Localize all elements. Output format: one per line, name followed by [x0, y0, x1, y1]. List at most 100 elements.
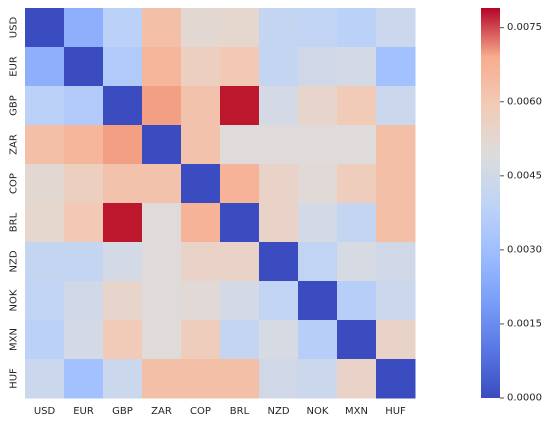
heatmap-cell-brl-cop — [181, 203, 221, 243]
heatmap-cells — [25, 8, 416, 399]
heatmap-cell-zar-brl — [220, 125, 260, 165]
heatmap-cell-cop-cop — [181, 164, 221, 204]
y-tick-label: NZD — [9, 250, 20, 272]
heatmap-cell-eur-brl — [220, 47, 260, 87]
heatmap-cell-nok-mxn — [337, 281, 377, 321]
colorbar-tick-label: 0.0060 — [507, 96, 542, 107]
heatmap-cell-cop-gbp — [103, 164, 143, 204]
heatmap-cell-nok-cop — [181, 281, 221, 321]
heatmap-cell-brl-nok — [298, 203, 338, 243]
heatmap-cell-brl-brl — [220, 203, 260, 243]
heatmap-cell-brl-nzd — [259, 203, 299, 243]
colorbar-gradient — [481, 8, 500, 398]
heatmap-cell-zar-nok — [298, 125, 338, 165]
colorbar-tick-label: 0.0075 — [507, 22, 542, 33]
heatmap-cell-zar-nzd — [259, 125, 299, 165]
heatmap-cell-nzd-huf — [376, 242, 416, 282]
y-tick-label: COP — [9, 173, 20, 194]
heatmap-cell-zar-mxn — [337, 125, 377, 165]
heatmap-cell-cop-mxn — [337, 164, 377, 204]
heatmap-cell-usd-mxn — [337, 8, 377, 48]
heatmap-cell-mxn-zar — [142, 320, 182, 360]
heatmap-cell-mxn-gbp — [103, 320, 143, 360]
x-tick-label: ZAR — [151, 406, 172, 417]
heatmap-cell-gbp-cop — [181, 86, 221, 126]
heatmap-cell-nzd-brl — [220, 242, 260, 282]
heatmap-cell-nok-gbp — [103, 281, 143, 321]
heatmap-cell-mxn-mxn — [337, 320, 377, 360]
colorbar-tick-label: 0.0000 — [507, 393, 542, 404]
heatmap-cell-usd-usd — [25, 8, 65, 48]
heatmap-cell-nok-eur — [64, 281, 104, 321]
heatmap-cell-gbp-zar — [142, 86, 182, 126]
heatmap-cell-brl-huf — [376, 203, 416, 243]
heatmap-cell-brl-eur — [64, 203, 104, 243]
heatmap-cell-usd-cop — [181, 8, 221, 48]
x-tick-label: NZD — [267, 406, 289, 417]
heatmap-cell-zar-zar — [142, 125, 182, 165]
heatmap-cell-usd-zar — [142, 8, 182, 48]
heatmap-cell-eur-huf — [376, 47, 416, 87]
x-axis-tick-labels: USD EUR GBP ZAR COP BRL NZD NOK MXN HUF — [34, 406, 406, 417]
y-tick-label: HUF — [9, 368, 20, 389]
heatmap-cell-nzd-gbp — [103, 242, 143, 282]
heatmap-cell-usd-huf — [376, 8, 416, 48]
heatmap-cell-nzd-nzd — [259, 242, 299, 282]
y-tick-label: EUR — [9, 56, 20, 77]
y-tick-label: BRL — [9, 212, 20, 232]
heatmap-cell-nzd-cop — [181, 242, 221, 282]
y-tick-label: ZAR — [9, 134, 20, 155]
heatmap-cell-zar-usd — [25, 125, 65, 165]
heatmap-cell-eur-nzd — [259, 47, 299, 87]
heatmap-cell-usd-brl — [220, 8, 260, 48]
heatmap-cell-huf-nok — [298, 359, 338, 399]
heatmap-cell-mxn-usd — [25, 320, 65, 360]
x-tick-label: MXN — [345, 406, 368, 417]
heatmap-cell-usd-nzd — [259, 8, 299, 48]
heatmap-cell-usd-nok — [298, 8, 338, 48]
heatmap-cell-gbp-brl — [220, 86, 260, 126]
heatmap-cell-nzd-mxn — [337, 242, 377, 282]
colorbar-tick-label: 0.0030 — [507, 244, 542, 255]
heatmap-cell-gbp-huf — [376, 86, 416, 126]
y-tick-label: MXN — [9, 328, 20, 351]
heatmap-cell-gbp-nzd — [259, 86, 299, 126]
y-tick-label: NOK — [9, 289, 20, 311]
y-axis-tick-labels: USD EUR GBP ZAR COP BRL NZD NOK MXN HUF — [9, 17, 20, 389]
x-tick-label: NOK — [307, 406, 329, 417]
heatmap-cell-gbp-mxn — [337, 86, 377, 126]
heatmap-cell-brl-usd — [25, 203, 65, 243]
heatmap-cell-mxn-eur — [64, 320, 104, 360]
heatmap-cell-huf-mxn — [337, 359, 377, 399]
heatmap-cell-cop-nzd — [259, 164, 299, 204]
colorbar-tick-label: 0.0045 — [507, 170, 542, 181]
heatmap-cell-nzd-nok — [298, 242, 338, 282]
heatmap-cell-eur-zar — [142, 47, 182, 87]
heatmap-cell-huf-zar — [142, 359, 182, 399]
x-tick-label: BRL — [230, 406, 250, 417]
heatmap-cell-eur-nok — [298, 47, 338, 87]
heatmap-cell-zar-eur — [64, 125, 104, 165]
x-tick-label: EUR — [73, 406, 94, 417]
heatmap-cell-cop-nok — [298, 164, 338, 204]
heatmap-cell-nok-zar — [142, 281, 182, 321]
heatmap-cell-huf-eur — [64, 359, 104, 399]
heatmap-cell-eur-eur — [64, 47, 104, 87]
heatmap-cell-usd-gbp — [103, 8, 143, 48]
heatmap-cell-zar-huf — [376, 125, 416, 165]
heatmap-cell-eur-usd — [25, 47, 65, 87]
heatmap-cell-gbp-gbp — [103, 86, 143, 126]
heatmap-cell-brl-gbp — [103, 203, 143, 243]
heatmap-cell-mxn-nzd — [259, 320, 299, 360]
heatmap-cell-cop-huf — [376, 164, 416, 204]
heatmap-cell-huf-nzd — [259, 359, 299, 399]
heatmap-cell-cop-eur — [64, 164, 104, 204]
heatmap-cell-gbp-usd — [25, 86, 65, 126]
heatmap-cell-nok-huf — [376, 281, 416, 321]
heatmap-cell-mxn-cop — [181, 320, 221, 360]
heatmap-cell-huf-cop — [181, 359, 221, 399]
heatmap-cell-mxn-brl — [220, 320, 260, 360]
heatmap-cell-gbp-eur — [64, 86, 104, 126]
colorbar-tick-label: 0.0015 — [507, 318, 542, 329]
heatmap-cell-nzd-usd — [25, 242, 65, 282]
